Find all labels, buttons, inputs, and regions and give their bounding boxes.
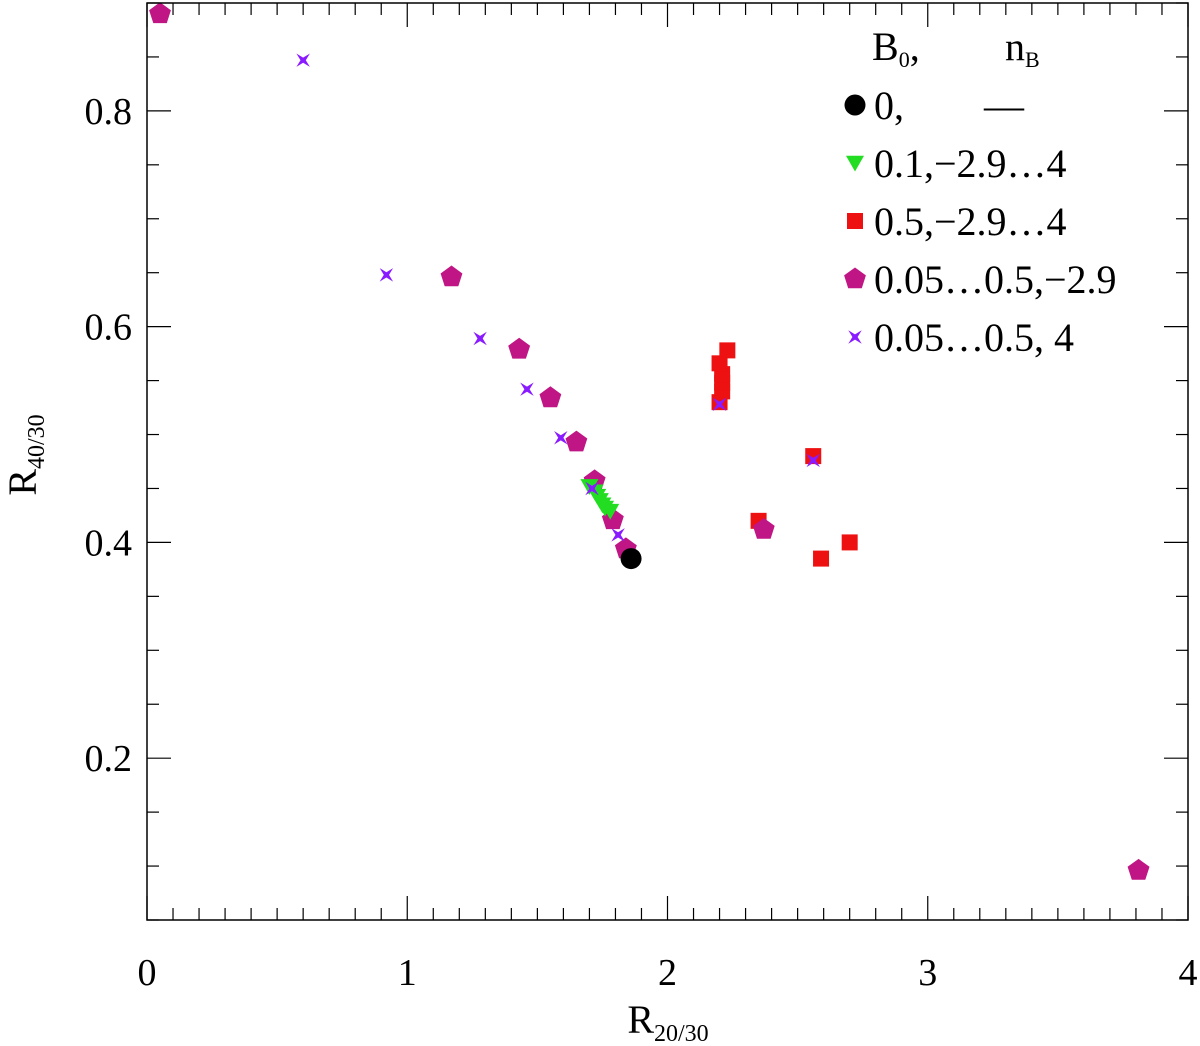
data-point-pentagon xyxy=(149,2,171,24)
data-point-star xyxy=(611,528,625,542)
tick-labels: 0 1 2 3 4 0.2 0.4 0.6 0.8 xyxy=(85,91,1198,994)
data-point-star xyxy=(296,53,310,67)
x-tick-label: 2 xyxy=(658,952,677,994)
data-point-pentagon xyxy=(508,337,531,359)
legend-label: 0.1,−2.9…4 xyxy=(874,141,1067,186)
data-point-square xyxy=(813,550,830,567)
data-point-square xyxy=(719,342,736,359)
legend-label: 0.05…0.5,−2.9 xyxy=(874,257,1117,302)
data-point-star xyxy=(585,481,599,496)
data-point-circle xyxy=(620,548,642,570)
legend-header-nb: nB xyxy=(1005,24,1040,72)
data-point-star xyxy=(712,397,727,411)
data-point-star xyxy=(520,382,534,396)
legend: B0, nB 0, — 0.1,−2.9…4 0.5,−2.9…4 0.05…0.5,… xyxy=(844,24,1117,360)
legend-label: 0.5,−2.9…4 xyxy=(874,199,1067,244)
data-point-square xyxy=(805,448,822,465)
data-point-star xyxy=(806,453,820,468)
data-point-square xyxy=(711,355,728,372)
legend-marker-triangle-down xyxy=(846,155,864,172)
data-point-pentagon xyxy=(1127,858,1150,880)
y-tick-label: 0.6 xyxy=(85,307,133,349)
data-point-pentagon xyxy=(539,386,562,408)
x-tick-label: 4 xyxy=(1179,952,1198,994)
legend-marker-pentagon xyxy=(844,267,866,289)
legend-label: 0.05…0.5, 4 xyxy=(874,315,1074,360)
legend-marker-star xyxy=(848,330,862,344)
data-point-star xyxy=(379,268,394,282)
plot-frame xyxy=(146,2,1189,921)
data-point-square xyxy=(841,534,858,551)
data-point-pentagon xyxy=(565,430,588,452)
legend-marker-square xyxy=(847,213,863,229)
x-tick-label: 3 xyxy=(918,952,937,994)
data-point-star xyxy=(473,331,487,346)
legend-marker-circle xyxy=(844,94,866,116)
y-tick-label: 0.8 xyxy=(85,91,133,133)
data-point-star xyxy=(554,431,568,445)
data-point-pentagon xyxy=(752,518,775,539)
x-axis-label: R20/30 xyxy=(627,997,708,1046)
data-points xyxy=(149,2,1150,880)
legend-label: 0, — xyxy=(874,83,1025,128)
y-tick-label: 0.4 xyxy=(85,522,133,564)
data-point-pentagon xyxy=(440,265,463,287)
data-point-triangle-down xyxy=(601,503,620,520)
x-tick-label: 0 xyxy=(138,952,157,994)
x-tick-label: 1 xyxy=(398,952,417,994)
y-tick-label: 0.2 xyxy=(85,738,133,780)
legend-header-b0: B0, xyxy=(872,24,920,72)
y-axis-label: R40/30 xyxy=(0,414,50,495)
